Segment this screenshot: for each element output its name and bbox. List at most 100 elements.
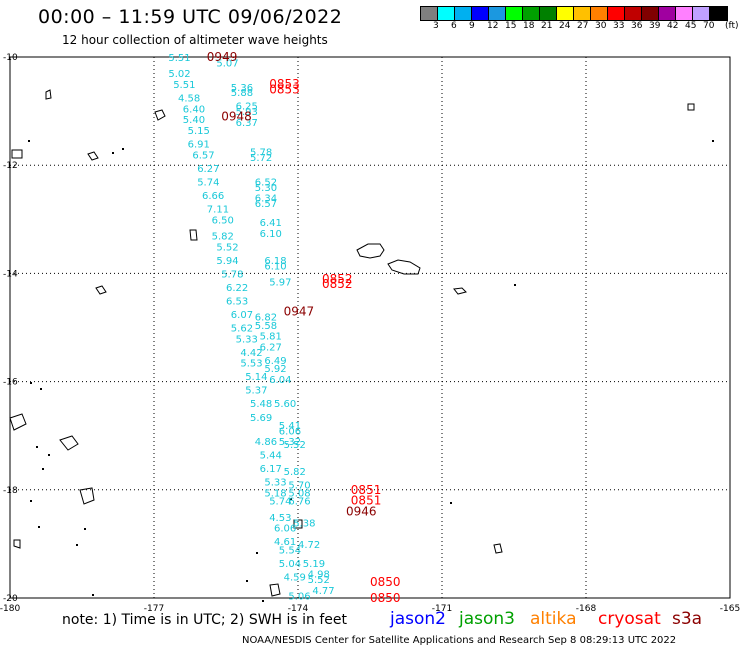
swh-value-label: 5.51 [173,80,195,91]
island-outline [9,413,27,431]
swh-value-label: 5.04 [279,559,301,570]
colorbar-label: 3 [433,21,439,31]
swh-value-label: 5.82 [284,467,306,478]
swh-value-label: 5.52 [308,575,330,586]
colorbar-swatch [506,7,523,20]
pass-time-label: 0853 [269,77,300,91]
island-dot [92,594,94,596]
x-tick-label: -168 [576,604,597,614]
island-outline [356,243,385,259]
colorbar-swatch [625,7,642,20]
swh-value-label: 6.17 [260,464,282,475]
swh-value-label: 5.19 [303,559,325,570]
swh-value-label: 5.41 [279,421,301,432]
swh-value-label: 5.78 [250,148,272,159]
pass-time-label: 0850 [370,575,401,589]
colorbar-swatch [676,7,693,20]
swh-value-label: 4.86 [255,437,277,448]
colorbar-swatch [523,7,540,20]
island-outline [269,583,281,597]
y-tick-label: -18 [3,486,18,496]
map-border [9,56,731,599]
swh-value-label: 6.34 [255,194,277,205]
island-dot [246,580,248,582]
x-tick-label: -171 [432,604,452,614]
swh-value-label: 5.14 [245,372,267,383]
island-dot [76,544,78,546]
pass-time-label: 0851 [351,483,382,497]
swh-value-label: 5.69 [250,413,272,424]
swh-value-label: 6.52 [255,177,277,188]
map-subtitle: 12 hour collection of altimeter wave hei… [62,33,328,47]
swh-value-label: 5.38 [293,518,315,529]
swh-value-label: 5.54 [279,545,301,556]
swh-value-label: 5.15 [188,126,210,137]
colorbar-label: 24 [559,21,571,31]
colorbar-label: 27 [577,21,589,31]
y-tick-label: -14 [3,269,18,279]
island-dot [40,388,42,390]
island-dot [36,446,38,448]
island-outline [387,259,421,275]
colorbar-label: 6 [451,21,457,31]
legend-jason3: jason3 [459,609,515,629]
swh-value-label: 5.78 [221,269,243,280]
island-dot [514,284,516,286]
island-dot [42,468,44,470]
swh-value-label: 4.53 [269,513,291,524]
pass-time-label: 0853 [269,82,300,96]
island-dot [84,528,86,530]
colorbar-label: 9 [469,21,475,31]
colorbar-label: 70 [703,21,715,31]
colorbar-swatch [591,7,608,20]
x-tick-label: -165 [720,604,740,614]
colorbar-swatch [455,7,472,20]
swh-values: 5.51 5.075.025.51 5.365.884.586.256.40 5.93… [168,53,334,602]
swh-value-label: 6.37 [236,118,258,129]
swh-value-label: 5.92 [264,364,286,375]
colorbar-unit: (ft) [725,21,739,31]
island-outline [95,285,107,295]
x-tick-label: -180 [0,604,20,614]
swh-value-label: 6.50 [212,215,234,226]
legend-jason2: jason2 [390,609,446,629]
island-outline [293,519,303,529]
colorbar-swatch [608,7,625,20]
island-outline [79,487,95,505]
colorbar-label: 36 [631,21,643,31]
swh-value-label: 5.58 [255,321,277,332]
pass-time-label: 0948 [221,110,252,124]
colorbar-label: 12 [487,21,499,31]
colorbar-label: 39 [649,21,661,31]
credit-line: NOAA/NESDIS Center for Satellite Applica… [242,635,677,646]
colorbar-label: 45 [685,21,697,31]
colorbar-swatch [489,7,506,20]
island-dot [290,498,292,500]
y-tick-label: -20 [3,594,18,604]
swh-value-label: 6.04 [269,375,291,386]
swh-value-label: 5.53 [240,359,262,370]
swh-value-label: 5.62 [231,324,253,335]
legend-s3a: s3a [672,609,703,629]
map-title: 00:00 – 11:59 UTC 09/06/2022 [38,6,343,28]
colorbar-label: 33 [613,21,625,31]
swh-value-label: 4.42 [240,348,262,359]
x-tick-label: -174 [288,604,309,614]
swh-value-label: 4.61 [274,537,296,548]
swh-value-label: 5.33 [264,478,286,489]
footnote: note: 1) Time is in UTC; 2) SWH is in fe… [62,612,348,628]
swh-value-label: 5.06 [288,591,310,602]
swh-value-label: 6.53 [226,296,248,307]
island-dot [38,526,40,528]
swh-value-label: 5.07 [216,58,238,69]
colorbar-swatch [710,7,727,20]
swh-value-label: 5.88 [231,88,253,99]
swh-value-label: 5.52 [216,242,238,253]
island-outline [59,435,79,451]
island-outlines [9,89,714,602]
swh-value-label: 5.33 [236,334,258,345]
map-frame [9,56,731,599]
swh-value-label: 6.10 [264,261,286,272]
swh-value-label: 6.66 [202,191,224,202]
swh-value-label: 5.97 [269,278,291,289]
